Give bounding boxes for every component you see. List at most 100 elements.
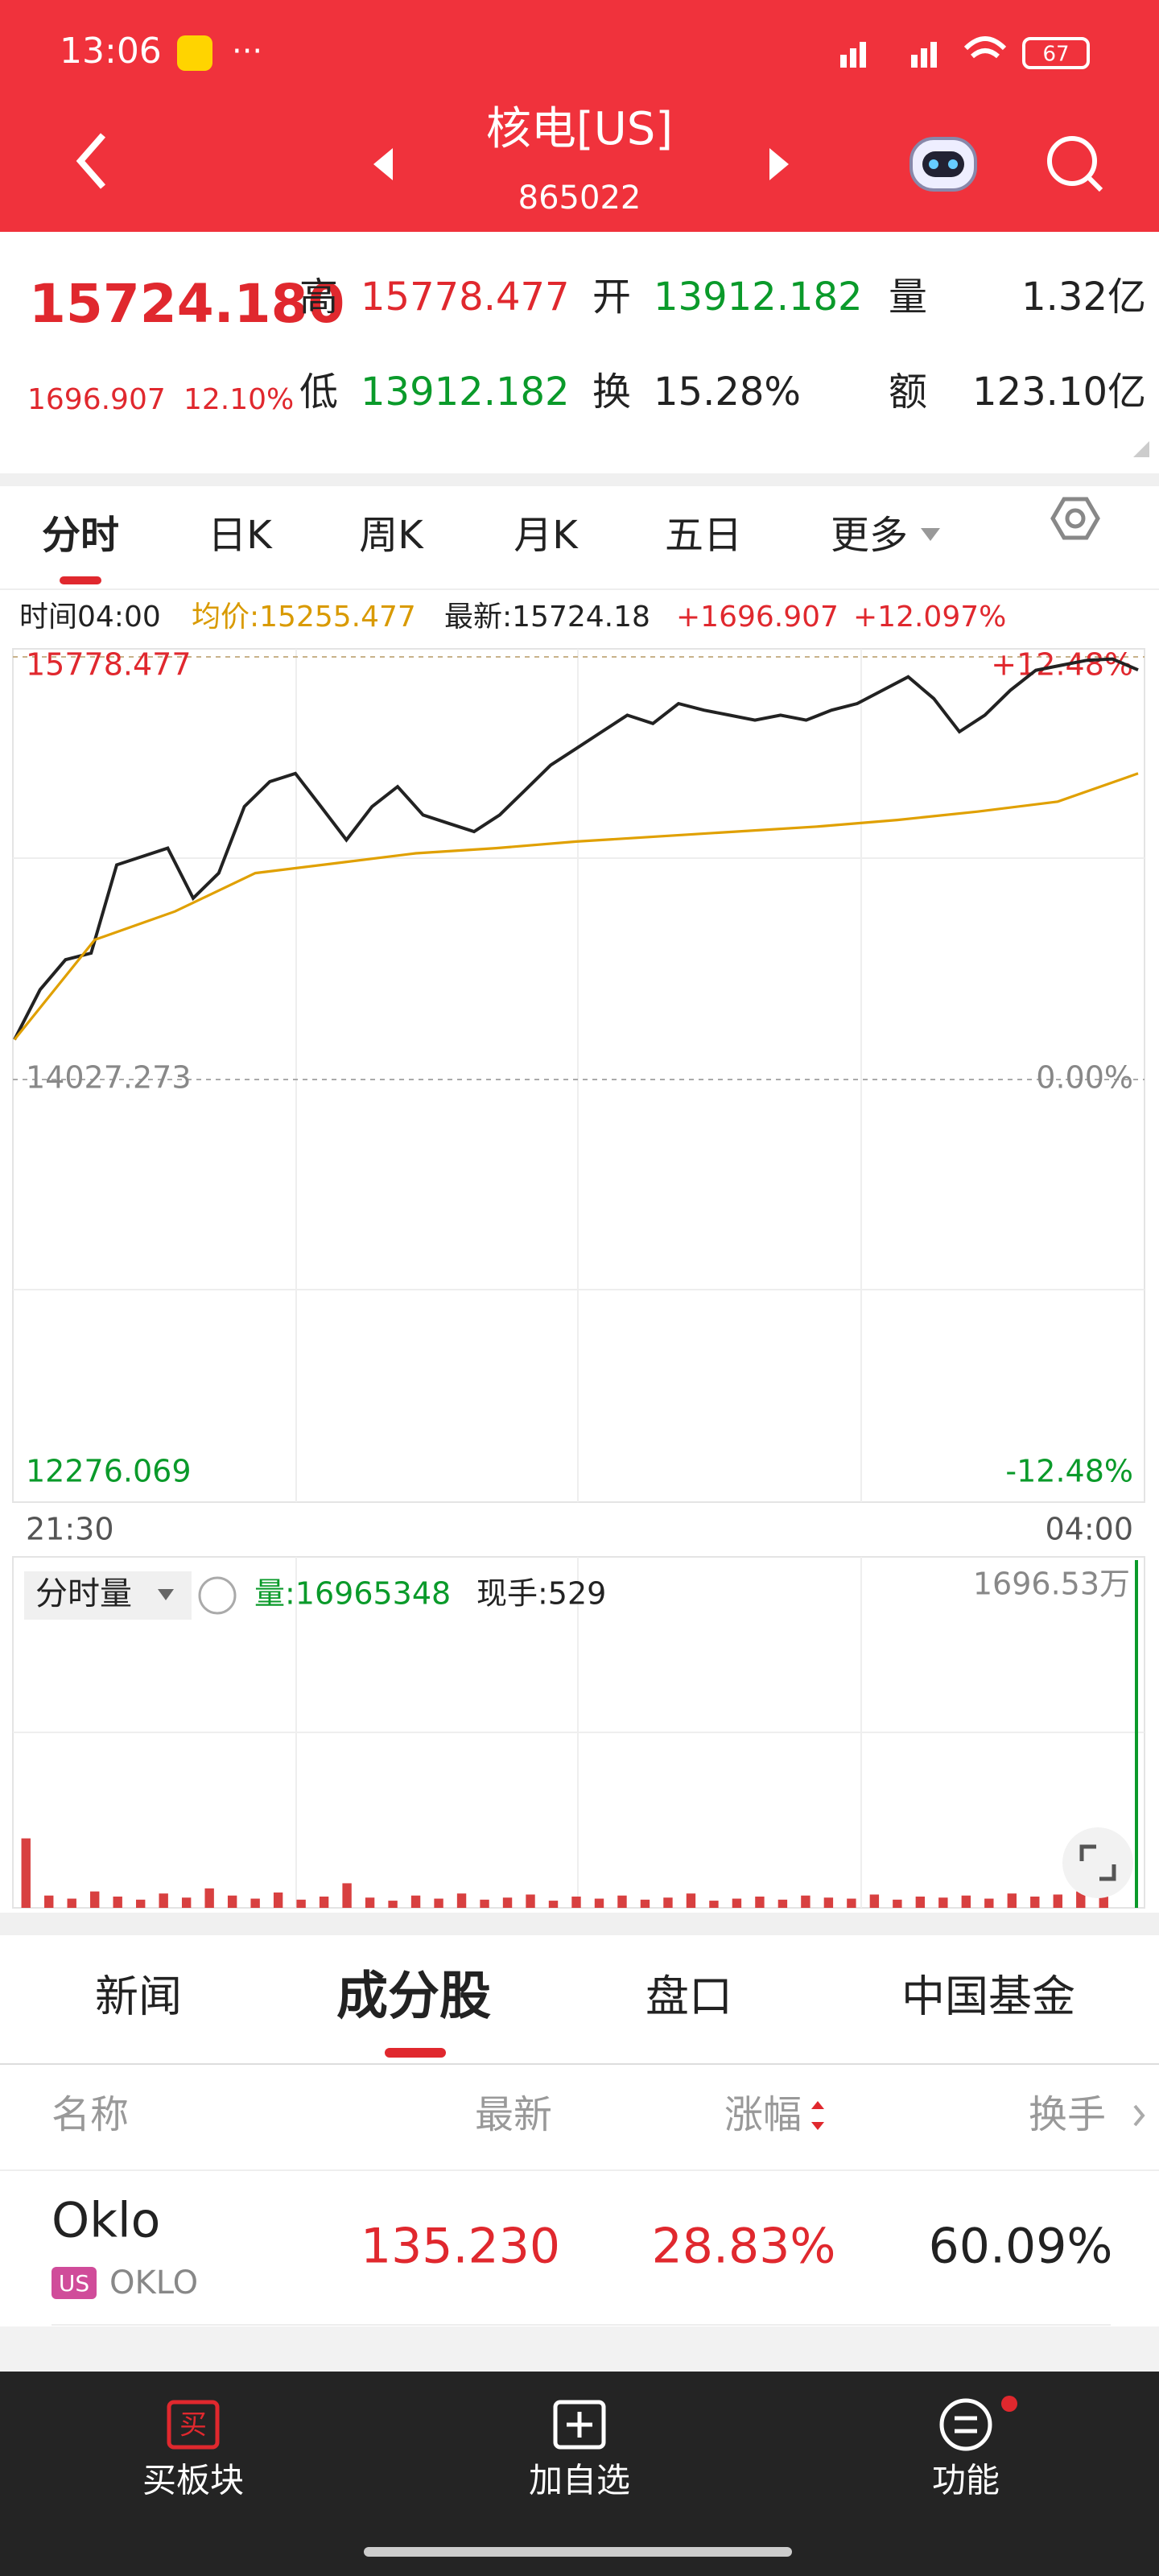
- volume-bar: [823, 1897, 834, 1908]
- y-tick-label: 14027.273: [26, 1060, 192, 1096]
- period-tab[interactable]: 周K: [359, 513, 424, 558]
- volume-bar: [113, 1896, 122, 1908]
- quote-price: 15724.180: [29, 273, 344, 335]
- x-tick-label: 04:00: [1045, 1512, 1133, 1547]
- svg-text:买: 买: [179, 2409, 207, 2442]
- volume-bar: [801, 1895, 810, 1908]
- table-header[interactable]: 换手: [1029, 2092, 1106, 2137]
- list-tab[interactable]: 成分股: [336, 1967, 491, 2027]
- sort-icon: [811, 2101, 824, 2130]
- tab-underline: [60, 576, 101, 584]
- volume-bar: [410, 1895, 421, 1908]
- volume-bar: [250, 1898, 260, 1908]
- nav-item[interactable]: 买板块: [142, 2461, 244, 2500]
- period-tab[interactable]: 更多: [831, 513, 908, 558]
- separator: [0, 473, 1159, 486]
- volume-bar: [961, 1895, 971, 1908]
- robot-button[interactable]: [909, 137, 977, 192]
- table-header[interactable]: 最新: [475, 2092, 552, 2137]
- y2-tick-label: 0.00%: [1036, 1060, 1133, 1096]
- fullscreen-button[interactable]: [1062, 1827, 1133, 1898]
- next-button[interactable]: [769, 148, 789, 180]
- field-label: 开: [592, 275, 631, 320]
- market-badge: [52, 2267, 97, 2299]
- search-button[interactable]: [1047, 136, 1103, 192]
- volume-bar: [273, 1892, 283, 1908]
- volume-bar: [1099, 1888, 1108, 1908]
- page-title: 核电[US]: [486, 103, 673, 155]
- volume-bar: [44, 1895, 54, 1908]
- help-icon[interactable]: [198, 1576, 237, 1615]
- period-tab[interactable]: 日K: [208, 513, 273, 558]
- volume-bar: [938, 1897, 948, 1908]
- volume-bar: [502, 1897, 513, 1908]
- field-value: 123.10亿: [972, 369, 1146, 415]
- fullscreen-icon: [1079, 1844, 1116, 1881]
- period-tab[interactable]: 月K: [514, 513, 579, 558]
- chart-info: 均价:15255.477: [192, 601, 416, 634]
- stock-symbol: OKLO: [109, 2264, 198, 2301]
- status-time: 13:06: [60, 31, 162, 72]
- volume-bar: [296, 1899, 306, 1908]
- volume-bar: [434, 1898, 443, 1908]
- y-tick-label: 1696.53万: [973, 1567, 1130, 1602]
- volume-bar: [388, 1901, 398, 1908]
- volume-bar: [1007, 1893, 1017, 1908]
- volume-bar: [1053, 1894, 1062, 1908]
- field-label: 量: [889, 275, 927, 320]
- table-header: 名称: [52, 2092, 129, 2137]
- stock-turnover: 60.09%: [929, 2219, 1113, 2275]
- separator: [0, 2326, 1159, 2372]
- volume-bar: [456, 1893, 467, 1908]
- table-header[interactable]: 涨幅: [724, 2092, 802, 2137]
- stock-row[interactable]: Oklo US OKLO 135.230 28.83% 60.09%: [52, 2193, 1112, 2301]
- nav-item[interactable]: 功能: [932, 2461, 1000, 2500]
- signal-icons: [840, 36, 1007, 68]
- field-label: 低: [299, 369, 338, 415]
- field-label: 换: [592, 369, 631, 415]
- period-tab[interactable]: 五日: [665, 513, 742, 558]
- nav-item[interactable]: 加自选: [529, 2461, 630, 2500]
- volume-bar: [21, 1838, 31, 1908]
- tab-underline: [385, 2048, 446, 2058]
- field-value: 13912.182: [654, 275, 863, 320]
- prev-button[interactable]: [373, 148, 393, 180]
- add-icon: [553, 2400, 606, 2450]
- chart-info: +12.097%: [853, 601, 1006, 634]
- volume-annotation: 现手:529: [476, 1576, 606, 1612]
- back-button[interactable]: [76, 133, 106, 189]
- battery: [1022, 37, 1090, 69]
- expand-corner: [1133, 441, 1149, 457]
- settings-button[interactable]: [1050, 497, 1100, 540]
- bottom-nav: [0, 2372, 1159, 2576]
- chart-info: 时间04:00: [19, 601, 161, 634]
- volume-bar: [227, 1895, 237, 1908]
- volume-bar: [135, 1899, 146, 1908]
- volume-title: 分时量: [35, 1575, 132, 1612]
- field-value: 15.28%: [654, 369, 801, 415]
- y-tick-label: 15778.477: [26, 647, 192, 683]
- volume-bar: [869, 1894, 880, 1908]
- volume-bar: [526, 1894, 535, 1908]
- volume-bar: [617, 1895, 627, 1908]
- y2-tick-label: -12.48%: [1005, 1454, 1133, 1489]
- series-line: [13, 772, 1139, 1041]
- volume-bar: [984, 1898, 994, 1908]
- separator: [0, 1913, 1159, 1935]
- field-label: 额: [889, 369, 927, 415]
- list-tab[interactable]: 中国基金: [901, 1971, 1075, 2022]
- period-tab[interactable]: 分时: [42, 513, 119, 558]
- volume-bar: [1076, 1891, 1086, 1908]
- field-value: 15778.477: [361, 275, 570, 320]
- battery-level: 67: [1042, 43, 1069, 67]
- quote-change-pct: 12.10%: [184, 383, 294, 416]
- volume-bar: [480, 1899, 489, 1908]
- status-dots: ···: [232, 33, 262, 70]
- app-icon: [177, 35, 212, 71]
- buy-icon: 买: [167, 2400, 220, 2450]
- series-line: [13, 657, 1139, 1041]
- list-tab[interactable]: 盘口: [645, 1971, 732, 2022]
- volume-bar: [686, 1893, 696, 1908]
- volume-bar: [847, 1898, 856, 1908]
- list-tab[interactable]: 新闻: [95, 1971, 182, 2022]
